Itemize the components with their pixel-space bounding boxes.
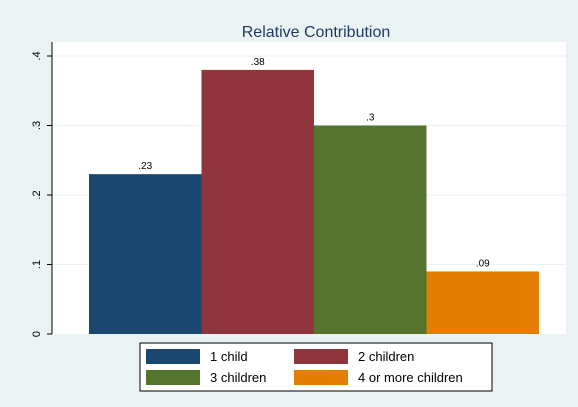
y-tick-label: .2 [31,190,43,199]
bars [89,69,539,335]
bar-3-children [314,125,427,334]
y-tick-label: .3 [31,121,43,130]
y-tick-label: 0 [31,331,43,337]
legend-label-1-child: 1 child [210,349,248,364]
data-labels: .23 .38 .3 .09 [138,57,490,270]
legend-label-3-children: 3 children [210,370,266,385]
chart-title: Relative Contribution [242,24,391,41]
legend-swatch-1-child [146,349,200,364]
legend-swatch-4-or-more-children [294,370,348,385]
legend-swatch-3-children [146,370,200,385]
legend-label-2-children: 2 children [358,349,414,364]
data-label-1-child: .23 [138,161,152,172]
data-label-4-or-more-children: .09 [476,258,490,269]
y-tick-label: .4 [31,51,43,60]
data-label-2-children: .38 [251,57,265,68]
legend: 1 child 2 children 3 children 4 or more … [139,342,493,392]
bar-2-children [201,69,314,335]
legend-label-4-or-more-children: 4 or more children [358,370,463,385]
data-label-3-children: .3 [366,113,375,124]
bar-1-child [89,174,202,334]
legend-swatch-2-children [294,349,348,364]
y-axis-ticks: 0 .1 .2 .3 .4 [31,51,52,337]
bar-4-or-more-children [426,271,539,334]
y-tick-label: .1 [31,260,43,269]
